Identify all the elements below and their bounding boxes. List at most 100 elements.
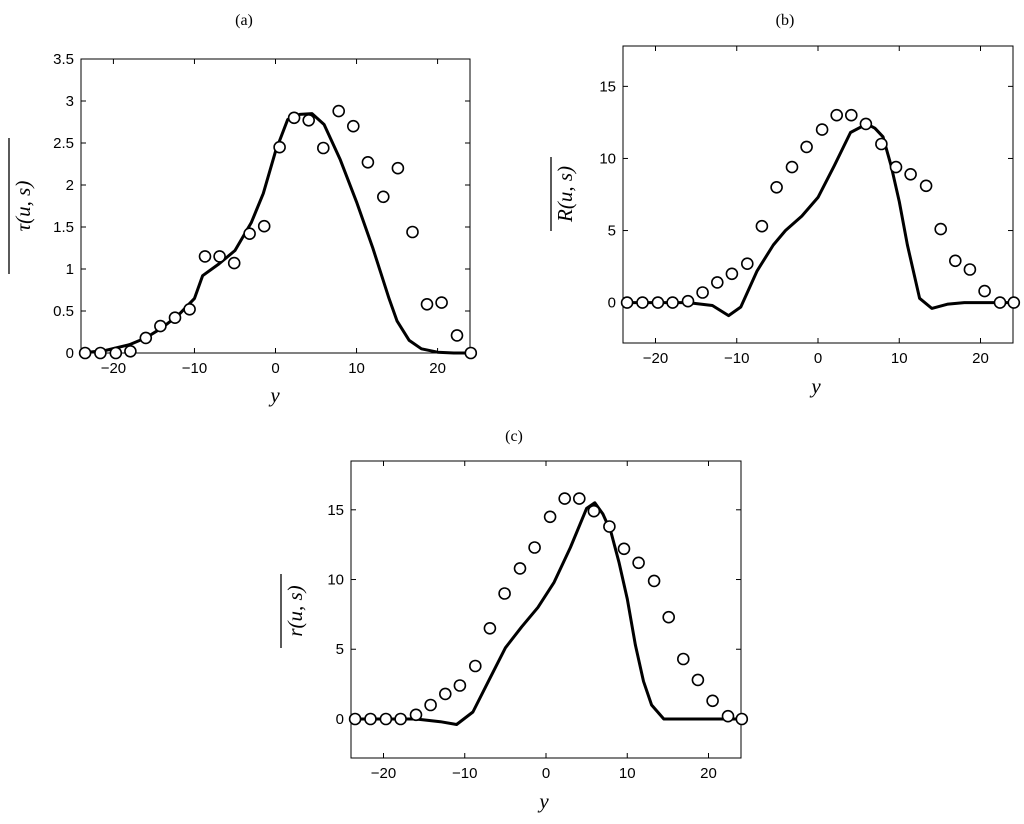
data-point (666, 296, 679, 309)
data-point (740, 257, 754, 271)
data-point (435, 296, 448, 309)
data-point (770, 181, 783, 194)
data-point (316, 141, 330, 155)
data-point (227, 256, 241, 270)
plot-area (348, 492, 749, 726)
x-tick-label: 20 (700, 765, 717, 782)
y-axis-label: τ(u, s) (11, 181, 35, 232)
x-tick-label: 10 (619, 765, 636, 782)
x-axis-label: y (537, 789, 549, 813)
panel-label: (a) (235, 12, 253, 29)
data-point (183, 302, 196, 316)
data-point (636, 296, 649, 309)
data-point (662, 610, 676, 624)
data-point (468, 659, 482, 673)
data-point (257, 219, 271, 233)
data-point (558, 492, 572, 505)
y-axis-label: r(u, s) (283, 585, 307, 636)
y-tick-label: 15 (599, 78, 616, 95)
data-point (273, 140, 286, 154)
data-point (498, 587, 511, 600)
data-point (450, 329, 464, 342)
data-point (543, 510, 557, 524)
data-point (364, 712, 377, 726)
data-point (632, 556, 645, 570)
x-tick-label: 10 (348, 360, 365, 377)
data-point (844, 108, 858, 122)
x-tick-label: 0 (542, 765, 550, 782)
plot-area (620, 108, 1021, 318)
data-point (287, 111, 301, 125)
data-point (406, 225, 419, 239)
data-point (948, 254, 962, 268)
data-point (332, 104, 346, 118)
y-tick-label: 0 (608, 295, 616, 312)
data-point (647, 574, 661, 588)
y-tick-label: 2 (66, 177, 74, 194)
data-point (603, 520, 616, 533)
data-point (696, 286, 709, 299)
data-point (376, 190, 390, 204)
tick-group: −20 −10 0 10 20 0 5 10 15 (599, 46, 1013, 367)
data-point (691, 673, 705, 687)
data-point (710, 276, 724, 289)
data-point (706, 694, 719, 708)
y-tick-label: 3.5 (53, 51, 74, 68)
panel-a: (a) −20 −10 0 10 20 0 0.5 1 1.5 2 2.5 3 3.5 y τ(u, s… (8, 12, 478, 407)
y-tick-label: 1 (66, 261, 74, 278)
y-tick-label: 15 (327, 502, 344, 519)
y-tick-label: 0 (66, 345, 74, 362)
data-point (617, 542, 631, 556)
data-point (483, 621, 497, 635)
data-point (934, 222, 948, 236)
y-tick-label: 5 (608, 223, 616, 240)
data-point (681, 294, 695, 308)
data-point (725, 267, 739, 281)
data-point (394, 712, 407, 726)
x-tick-label: −10 (724, 350, 749, 367)
model-line (623, 122, 1013, 318)
plot-area (78, 104, 478, 360)
data-point (420, 297, 434, 311)
data-point (391, 161, 405, 175)
data-point (815, 123, 829, 136)
x-tick-label: −20 (101, 360, 126, 377)
y-tick-label: 2.5 (53, 135, 74, 152)
y-tick-label: 10 (327, 572, 344, 589)
data-point (243, 227, 256, 240)
panel-b: (b) −20 −10 0 10 20 0 5 10 15 y R(u, s) (550, 12, 1021, 398)
x-tick-label: 10 (891, 350, 908, 367)
data-point (904, 168, 917, 181)
data-point (464, 346, 478, 360)
y-tick-label: 10 (599, 150, 616, 167)
data-point (620, 296, 634, 309)
data-point (875, 137, 888, 151)
x-tick-label: −20 (643, 350, 668, 367)
data-point (409, 708, 423, 722)
data-point (587, 504, 601, 518)
data-point (830, 108, 844, 122)
data-point (154, 319, 167, 333)
data-point (919, 179, 933, 193)
y-axis-label-group: r(u, s) (280, 574, 307, 648)
data-point (379, 712, 393, 726)
x-tick-label: −10 (182, 360, 207, 377)
data-point (168, 311, 182, 325)
x-tick-label: 0 (271, 360, 279, 377)
x-tick-label: −10 (452, 765, 477, 782)
plot-frame (80, 58, 471, 354)
y-tick-label: 0 (336, 711, 344, 728)
data-point (1007, 296, 1021, 309)
y-axis-label: R(u, s) (553, 166, 577, 223)
data-point (676, 652, 690, 666)
data-point (346, 119, 360, 133)
data-point (198, 250, 212, 263)
data-point (800, 140, 813, 154)
y-axis-label-group: R(u, s) (550, 157, 577, 231)
tick-group: −20 −10 0 10 20 0 5 10 15 (327, 461, 741, 782)
x-tick-label: 0 (814, 350, 822, 367)
y-tick-label: 5 (336, 641, 344, 658)
data-point (889, 160, 903, 174)
x-axis-label: y (268, 383, 280, 407)
